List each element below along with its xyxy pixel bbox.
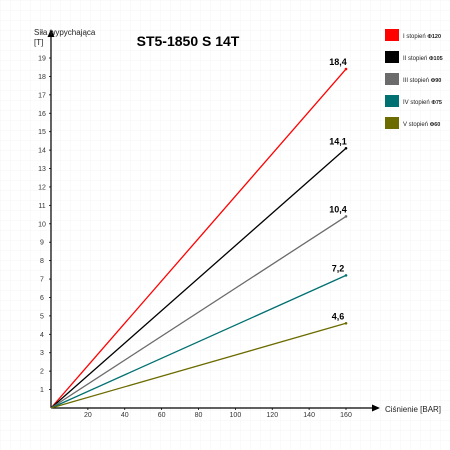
y-tick-label: 8: [40, 258, 44, 265]
x-tick-label: 160: [340, 412, 352, 419]
end-label-3: 10,4: [329, 204, 347, 214]
y-axis-label-line2: [T]: [34, 38, 43, 47]
end-label-1: 18,4: [329, 57, 347, 67]
y-tick-label: 7: [40, 277, 44, 284]
y-tick-label: 4: [40, 332, 44, 339]
series-line-2: [50, 147, 347, 409]
y-tick-label: 15: [38, 129, 46, 136]
series-end-point-2: [344, 146, 348, 150]
legend-swatch-4: [385, 95, 399, 107]
y-tick-label: 17: [38, 92, 46, 99]
y-tick-label: 5: [40, 313, 44, 320]
legend-label-4: IV stopień Φ75: [403, 100, 442, 106]
legend-swatch-3: [385, 73, 399, 85]
y-tick-label: 14: [38, 148, 46, 155]
y-tick-label: 19: [38, 56, 46, 63]
legend-label-5: V stopień Φ60: [403, 122, 440, 128]
y-tick-label: 12: [38, 184, 46, 191]
series-end-point-4: [344, 274, 348, 277]
x-tick-label: 80: [195, 412, 203, 419]
y-tick-label: 16: [38, 111, 46, 118]
series-lines: [50, 67, 348, 409]
y-tick-label: 3: [40, 350, 44, 357]
y-tick-label: 10: [38, 221, 46, 228]
y-tick-label: 9: [40, 240, 44, 247]
y-tick-label: 11: [38, 203, 45, 210]
chart-title: ST5-1850 S 14T: [137, 33, 240, 49]
axes: [47, 29, 380, 412]
x-tick-label: 40: [121, 412, 129, 419]
y-tick-label: 13: [38, 166, 46, 173]
legend-label-3: III stopień Φ90: [403, 78, 441, 84]
x-tick-label: 100: [230, 412, 242, 419]
legend: I stopień Φ120 II stopień Φ105 III stopień…: [385, 29, 443, 129]
y-tick-label: 2: [40, 369, 44, 376]
series-end-point-1: [344, 67, 348, 71]
x-axis-arrow: [372, 404, 380, 412]
legend-swatch-2: [385, 51, 399, 63]
y-axis-arrow: [47, 29, 55, 37]
series-line-3: [50, 215, 347, 409]
y-tick-label: 6: [40, 295, 44, 302]
end-label-2: 14,1: [329, 136, 347, 146]
series-end-point-3: [344, 215, 348, 218]
series-line-1: [50, 68, 347, 409]
x-tick-label: 140: [303, 412, 315, 419]
y-axis-label-line1: Siła wypychająca: [34, 28, 96, 37]
series-line-4: [50, 274, 347, 409]
legend-swatch-1: [385, 29, 399, 41]
x-tick-label: 120: [266, 412, 278, 419]
legend-label-1: I stopień Φ120: [403, 34, 441, 40]
end-label-4: 7,2: [332, 263, 345, 273]
end-labels: 18,4 14,1 10,4 7,2 4,6: [329, 57, 347, 321]
legend-swatch-5: [385, 117, 399, 129]
y-tick-label: 18: [38, 74, 46, 81]
series-line-5: [50, 322, 347, 409]
y-tick-label: 1: [40, 387, 44, 394]
legend-label-2: II stopień Φ105: [403, 56, 443, 62]
series-end-point-5: [344, 321, 348, 325]
x-axis-label: Ciśnienie [BAR]: [385, 405, 441, 414]
end-label-5: 4,6: [332, 311, 345, 321]
x-tick-label: 60: [158, 412, 166, 419]
x-tick-label: 20: [84, 412, 92, 419]
